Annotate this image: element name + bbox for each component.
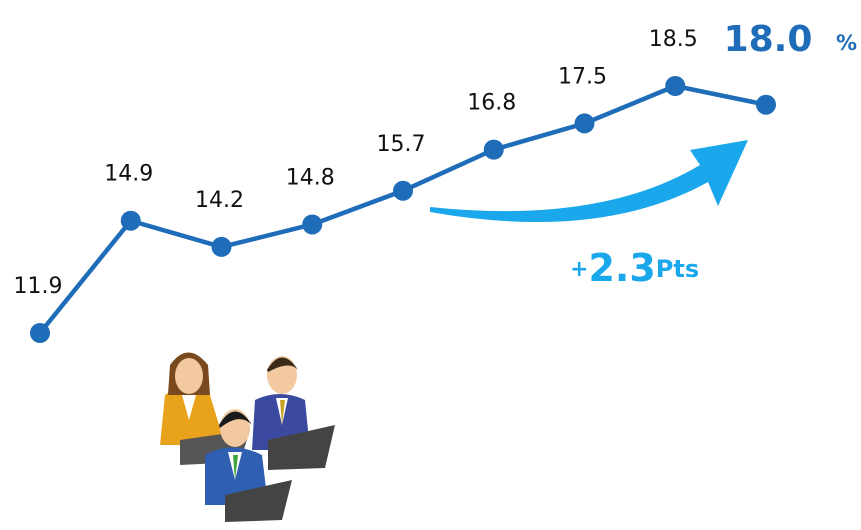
people-icon bbox=[160, 352, 335, 522]
value-label: 14.8 bbox=[286, 165, 335, 190]
line bbox=[38, 83, 767, 335]
value-label: 17.5 bbox=[558, 64, 607, 89]
annotation-value: 2.3 bbox=[588, 246, 655, 290]
value-label: 18.5 bbox=[649, 27, 698, 52]
annotation: +2.3Pts bbox=[570, 246, 699, 290]
value-label: 11.9 bbox=[14, 274, 63, 299]
value-label: 14.9 bbox=[104, 162, 153, 187]
value-label: 18.0 bbox=[724, 19, 813, 60]
annotation-sign: + bbox=[570, 257, 588, 282]
point bbox=[665, 76, 686, 96]
value-label: 14.2 bbox=[195, 188, 244, 213]
value-label: 16.8 bbox=[467, 91, 516, 116]
point bbox=[30, 323, 50, 343]
growth-arrow bbox=[430, 140, 748, 222]
point bbox=[393, 180, 413, 201]
point bbox=[120, 210, 141, 231]
point bbox=[574, 113, 595, 134]
value-unit: % bbox=[836, 31, 857, 55]
point bbox=[756, 94, 776, 115]
point bbox=[211, 236, 232, 257]
point bbox=[302, 214, 323, 235]
point bbox=[483, 139, 504, 160]
value-label: 15.7 bbox=[377, 132, 426, 157]
annotation-unit: Pts bbox=[656, 255, 699, 283]
